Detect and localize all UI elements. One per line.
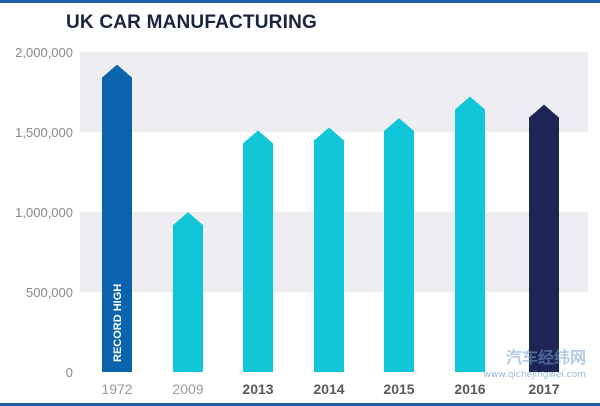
y-tick-label: 0 bbox=[66, 365, 73, 380]
record-high-annotation: RECORD HIGH bbox=[112, 284, 124, 362]
x-tick-label: 2013 bbox=[242, 381, 273, 397]
bar bbox=[102, 64, 132, 372]
watermark-url: www.qichejingwei.com bbox=[483, 370, 586, 380]
y-tick-label: 1,500,000 bbox=[15, 125, 73, 140]
y-tick-label: 1,000,000 bbox=[15, 205, 73, 220]
grid-band bbox=[80, 52, 588, 132]
bar bbox=[455, 96, 485, 372]
x-tick-label: 2009 bbox=[172, 381, 203, 397]
chart-title: UK CAR MANUFACTURING bbox=[66, 12, 317, 33]
x-tick-label: 2016 bbox=[454, 381, 485, 397]
bottom-border bbox=[0, 403, 600, 406]
watermark-brand: 汽车经纬网 bbox=[505, 348, 586, 367]
bar bbox=[384, 118, 414, 372]
y-tick-label: 500,000 bbox=[26, 285, 73, 300]
x-tick-label: 2014 bbox=[313, 381, 344, 397]
top-border bbox=[0, 0, 600, 3]
bar bbox=[529, 104, 559, 372]
bar bbox=[314, 127, 344, 373]
bar bbox=[243, 130, 273, 372]
y-tick-label: 2,000,000 bbox=[15, 45, 73, 60]
x-tick-label: 2015 bbox=[383, 381, 414, 397]
x-tick-label: 2017 bbox=[528, 381, 559, 397]
x-tick-label: 1972 bbox=[101, 381, 132, 397]
bar bbox=[173, 212, 203, 372]
